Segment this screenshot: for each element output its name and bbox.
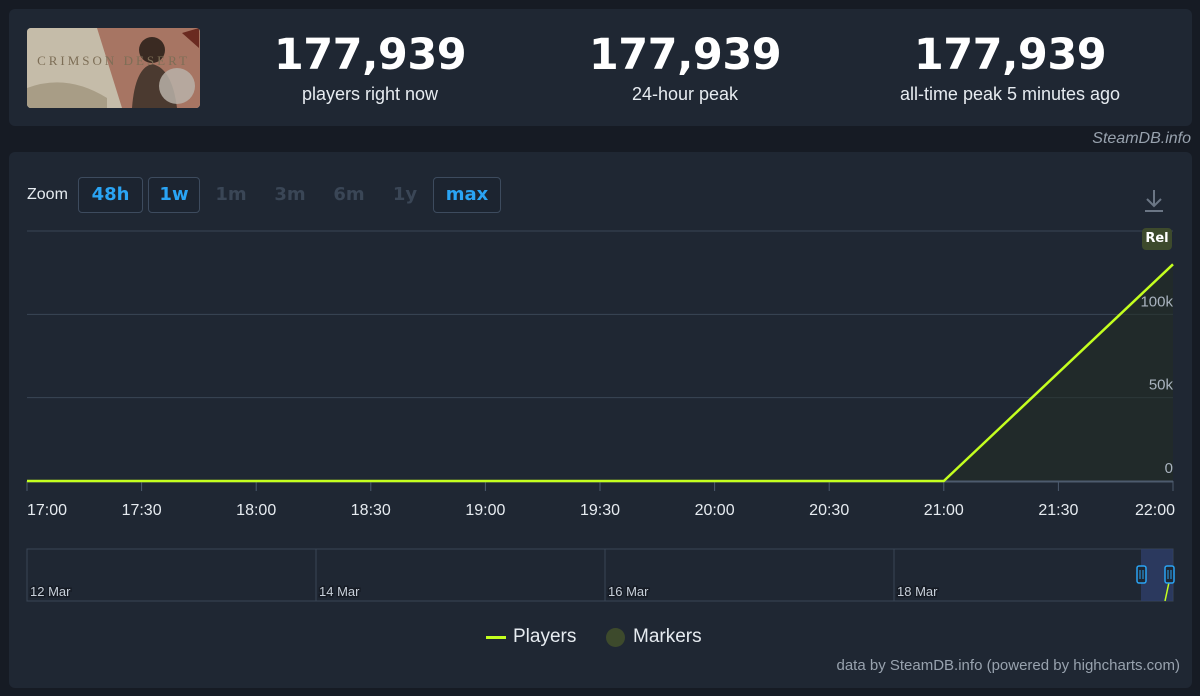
players-now-label: players right now bbox=[301, 84, 439, 104]
x-tick-label: 18:00 bbox=[236, 502, 276, 519]
navigator-label: 16 Mar bbox=[608, 584, 649, 599]
series-players bbox=[26, 263, 1174, 483]
zoom-1m-button[interactable]: 1m bbox=[215, 184, 247, 205]
x-tick-label: 18:30 bbox=[351, 502, 391, 519]
navigator-handle-left bbox=[1136, 565, 1147, 584]
x-tick-label: 19:30 bbox=[580, 502, 620, 519]
game-thumbnail[interactable]: CRIMSON DESERT bbox=[27, 28, 200, 108]
zoom-1y-button[interactable]: 1y bbox=[392, 184, 418, 205]
y-axis-labels: 0 50k 100k bbox=[1140, 293, 1173, 477]
peak-24h-label: 24-hour peak bbox=[631, 84, 739, 104]
navigator-label: 14 Mar bbox=[319, 584, 360, 599]
marker-label: Rel bbox=[1145, 231, 1168, 246]
alltime-peak-label: all-time peak 5 minutes ago bbox=[899, 84, 1121, 104]
legend-players-label: Players bbox=[513, 626, 577, 647]
x-tick-label: 21:00 bbox=[924, 502, 964, 519]
game-art bbox=[27, 28, 200, 108]
peak-24h-stat: 177,939 24-hour peak bbox=[520, 27, 850, 105]
players-area-fill bbox=[27, 264, 1173, 481]
x-axis: 17:00 17:30 18:00 18:30 19:00 19:30 20:00 20:30… bbox=[26, 480, 1175, 519]
players-now-stat: 177,939 players right now bbox=[205, 27, 535, 105]
navigator-label: 12 Mar bbox=[30, 584, 71, 599]
y-tick-label: 100k bbox=[1140, 293, 1173, 310]
alltime-peak-stat: 177,939 all-time peak 5 minutes ago bbox=[845, 27, 1175, 105]
marker-flag bbox=[1142, 228, 1172, 250]
y-tick-label: 50k bbox=[1149, 377, 1174, 394]
zoom-3m-button[interactable]: 3m bbox=[274, 184, 306, 205]
zoom-6m-button[interactable]: 6m bbox=[333, 184, 365, 205]
release-markers[interactable]: Rel bbox=[1142, 228, 1172, 250]
x-tick-label: 20:30 bbox=[809, 502, 849, 519]
x-tick-label: 22:00 bbox=[1135, 502, 1175, 519]
alltime-peak-value: 177,939 bbox=[913, 30, 1107, 80]
stats-card: CRIMSON DESERT 177,939 players right now… bbox=[9, 9, 1192, 126]
handle-body bbox=[1136, 565, 1147, 584]
download-icon[interactable] bbox=[1143, 188, 1165, 214]
x-tick-label: 19:00 bbox=[465, 502, 505, 519]
handle-body bbox=[1164, 565, 1175, 584]
release-marker: Rel bbox=[1142, 228, 1172, 250]
x-tick-label: 20:00 bbox=[695, 502, 735, 519]
highcharts-credit[interactable]: data by SteamDB.info (powered by highcha… bbox=[836, 657, 1181, 674]
x-tick-label: 17:00 bbox=[27, 502, 67, 519]
players-swatch bbox=[486, 635, 506, 639]
x-tick-label: 21:30 bbox=[1038, 502, 1078, 519]
navigator-label: 18 Mar bbox=[897, 584, 938, 599]
markers-swatch bbox=[606, 627, 625, 647]
y-tick-label: 0 bbox=[1165, 460, 1173, 477]
navigator-handle-right bbox=[1164, 565, 1175, 584]
game-logo-text: CRIMSON DESERT bbox=[37, 53, 190, 68]
legend-markers[interactable]: Markers bbox=[606, 624, 702, 650]
zoom-48h-button[interactable]: 48h bbox=[78, 177, 143, 213]
zoom-1w-button[interactable]: 1w bbox=[148, 177, 200, 213]
navigator-frame bbox=[26, 548, 1174, 602]
zoom-max-button[interactable]: max bbox=[433, 177, 501, 213]
players-now-value: 177,939 bbox=[273, 30, 467, 80]
peak-24h-value: 177,939 bbox=[588, 30, 782, 80]
x-tick-label: 17:30 bbox=[122, 502, 162, 519]
zoom-label: Zoom bbox=[27, 186, 68, 203]
steamdb-credit[interactable]: SteamDB.info bbox=[1092, 130, 1191, 147]
navigator[interactable]: 12 Mar 14 Mar 16 Mar 18 Mar bbox=[26, 548, 1175, 602]
legend-markers-label: Markers bbox=[633, 626, 702, 647]
legend-players[interactable]: Players bbox=[486, 624, 576, 650]
players-area bbox=[27, 264, 1173, 481]
